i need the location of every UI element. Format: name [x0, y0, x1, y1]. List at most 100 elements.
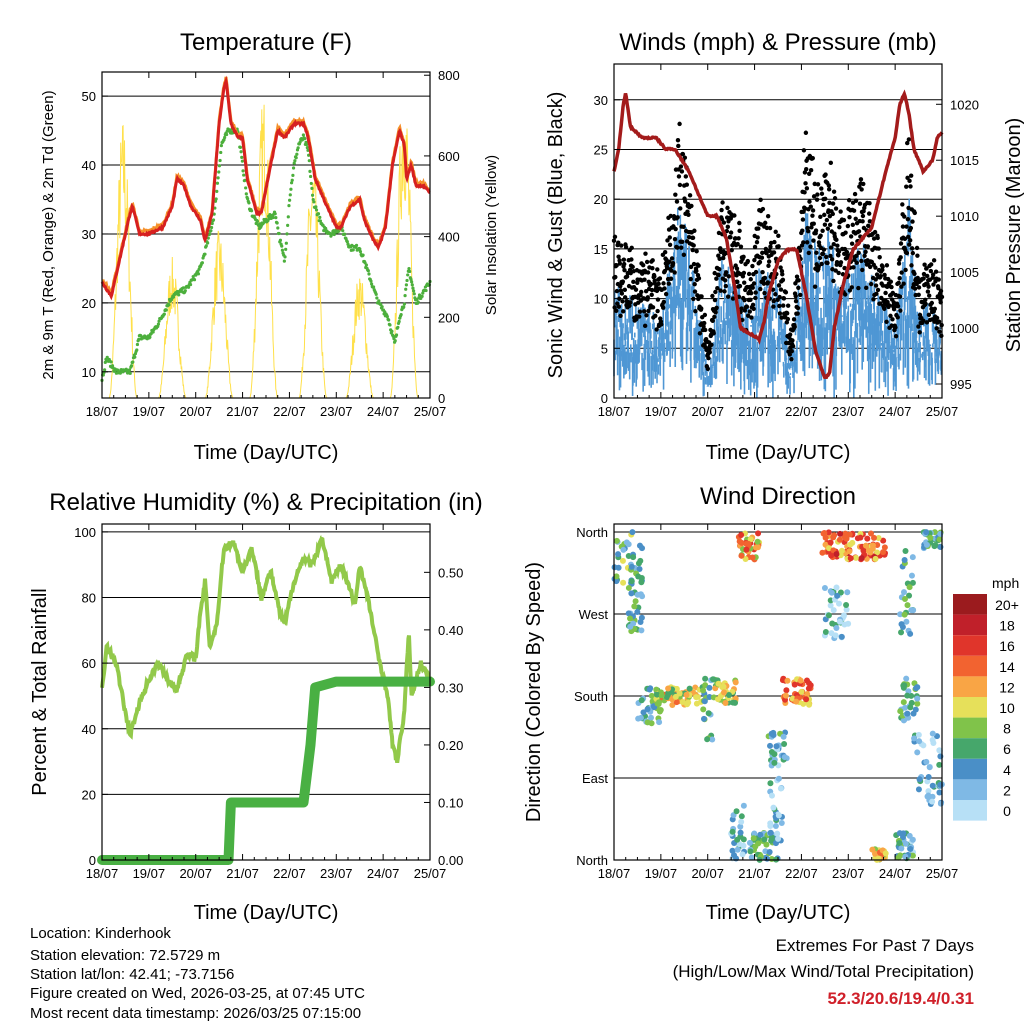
x-tick-label: 20/07 [179, 866, 212, 881]
wind-gust-point [667, 242, 673, 248]
wind-gust-point [762, 290, 767, 296]
wind-gust-point [677, 182, 683, 188]
wind-gust-point [928, 268, 934, 274]
direction-point [635, 560, 642, 567]
wind-gust-point [895, 303, 901, 309]
wind-gust-point [884, 319, 889, 325]
y2-tick-label: 1005 [950, 265, 979, 280]
wind-gust-point [682, 155, 688, 160]
dewpoint-point [420, 294, 424, 298]
direction-point [925, 788, 932, 795]
dewpoint-point [345, 240, 349, 244]
dewpoint-point [314, 208, 319, 212]
y-tick-label: 10 [82, 365, 96, 380]
direction-point [805, 680, 812, 687]
wind-gust-point [851, 208, 857, 213]
wind-gust-point [712, 270, 717, 276]
direction-point [847, 541, 854, 548]
wind-gust-point [884, 263, 890, 268]
direction-point [627, 623, 634, 630]
wind-gust-point [921, 318, 926, 323]
wind-gust-point [773, 292, 778, 297]
dewpoint-point [361, 253, 365, 257]
dewpoint-point [351, 248, 355, 252]
wind-gust-point [655, 267, 660, 272]
direction-point [777, 785, 784, 792]
wind-gust-point [826, 183, 832, 188]
direction-point [740, 802, 747, 809]
wind-gust-point [902, 236, 908, 242]
wind-gust-point [645, 270, 651, 275]
wind-gust-point [877, 255, 882, 260]
wind-gust-point [821, 247, 827, 252]
wind-gust-point [860, 267, 865, 273]
direction-point [895, 854, 902, 861]
wind-gust-point [825, 226, 831, 231]
direction-point [875, 855, 882, 862]
direction-point [751, 830, 758, 837]
dewpoint-point [305, 142, 309, 147]
wind-gust-point [630, 264, 635, 270]
dewpoint-point [332, 232, 336, 237]
wind-gust-point [909, 246, 915, 251]
legend-swatch [953, 594, 987, 615]
wind-gust-point [795, 311, 800, 316]
wind-gust-point [820, 251, 826, 256]
wind-gust-point [673, 226, 678, 232]
direction-point [638, 614, 645, 621]
wind-gust-point [669, 268, 674, 273]
wind-gust-point [789, 356, 794, 362]
wind-gust-point [844, 249, 850, 255]
wind-gust-point [804, 167, 809, 172]
wind-gust-point [618, 313, 623, 318]
wind-gust-point [645, 295, 650, 300]
x-tick-label: 24/07 [367, 404, 400, 419]
wind-gust-point [656, 281, 661, 287]
wind-gust-point [667, 235, 672, 240]
wind-gust-point [655, 308, 660, 314]
direction-point [627, 615, 634, 622]
dewpoint-point [318, 219, 323, 223]
legend-label: 8 [1003, 721, 1011, 737]
direction-point [775, 812, 782, 819]
direction-point [768, 834, 775, 841]
wind-gust-point [763, 246, 769, 252]
dewpoint-point [406, 273, 410, 277]
wind-gust-point [661, 299, 667, 305]
direction-point [900, 682, 907, 689]
wind-gust-point [755, 235, 760, 240]
direction-point [923, 529, 930, 536]
direction-point [804, 690, 811, 697]
wind-gust-point [766, 259, 772, 264]
legend-swatch [953, 717, 987, 739]
wind-gust-point [662, 286, 667, 291]
wind-gust-point [717, 256, 722, 261]
wind-gust-point [678, 164, 684, 169]
direction-point [733, 808, 740, 815]
x-tick-label: 22/07 [785, 404, 818, 419]
dewpoint-point [408, 269, 412, 274]
direction-point [740, 842, 747, 849]
dewpoint-point [307, 159, 311, 163]
wind-gust-point [795, 305, 801, 311]
wind-gust-point [639, 289, 644, 295]
direction-point [880, 549, 887, 556]
dewpoint-point [308, 169, 312, 173]
direction-point [898, 621, 905, 628]
direction-point [706, 684, 713, 691]
wind-gust-point [937, 329, 942, 334]
wind-gust-point [865, 244, 871, 249]
direction-point [896, 840, 903, 847]
dewpoint-point [410, 280, 414, 284]
direction-point [737, 823, 744, 830]
dewpoint-point [210, 221, 214, 226]
y-tick-label: 50 [82, 89, 96, 104]
direction-point [774, 830, 781, 837]
dewpoint-point [244, 186, 248, 190]
wind-gust-point [742, 297, 747, 303]
wind-gust-point [834, 237, 839, 243]
dewpoint-point [216, 176, 220, 180]
direction-point [656, 719, 663, 726]
direction-point [781, 754, 788, 761]
direction-point [646, 686, 653, 693]
